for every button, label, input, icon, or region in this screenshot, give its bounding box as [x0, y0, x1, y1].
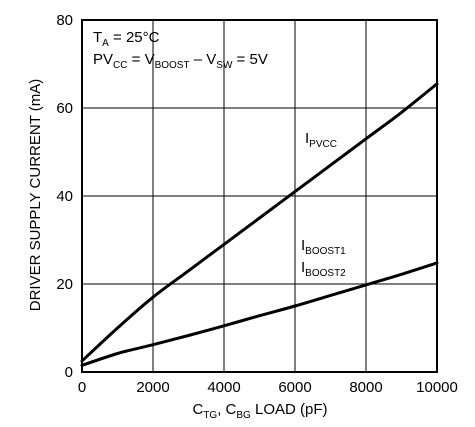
label-iboost2: IBOOST2 — [301, 259, 346, 279]
y-tick-label: 60 — [56, 100, 73, 117]
y-tick-label: 20 — [56, 276, 73, 293]
series-line-1 — [80, 261, 439, 367]
y-tick-label: 0 — [65, 364, 73, 381]
x-tick-label: 4000 — [207, 379, 240, 396]
plot-frame — [81, 19, 438, 373]
x-tick-label: 6000 — [278, 379, 311, 396]
grid — [82, 20, 437, 372]
x-tick-label: 2000 — [136, 379, 169, 396]
condition-pvcc: PVCC = VBOOST – VSW = 5V — [93, 51, 268, 71]
x-axis-label: CTG, CBG LOAD (pF) — [192, 401, 327, 421]
label-ipvcc: IPVCC — [305, 130, 337, 150]
y-tick-label: 40 — [56, 188, 73, 205]
series-line-0 — [80, 82, 439, 363]
tick-labels: 0 2000 4000 6000 8000 10000 0 20 40 60 80 — [56, 12, 458, 396]
curves — [80, 82, 439, 367]
x-tick-label: 8000 — [349, 379, 382, 396]
x-tick-label: 10000 — [416, 379, 458, 396]
y-tick-label: 80 — [56, 12, 73, 29]
x-tick-label: 0 — [78, 379, 86, 396]
label-iboost1: IBOOST1 — [301, 237, 346, 257]
y-axis-label: DRIVER SUPPLY CURRENT (mA) — [27, 79, 44, 312]
condition-ta: TA = 25°C — [93, 29, 160, 49]
